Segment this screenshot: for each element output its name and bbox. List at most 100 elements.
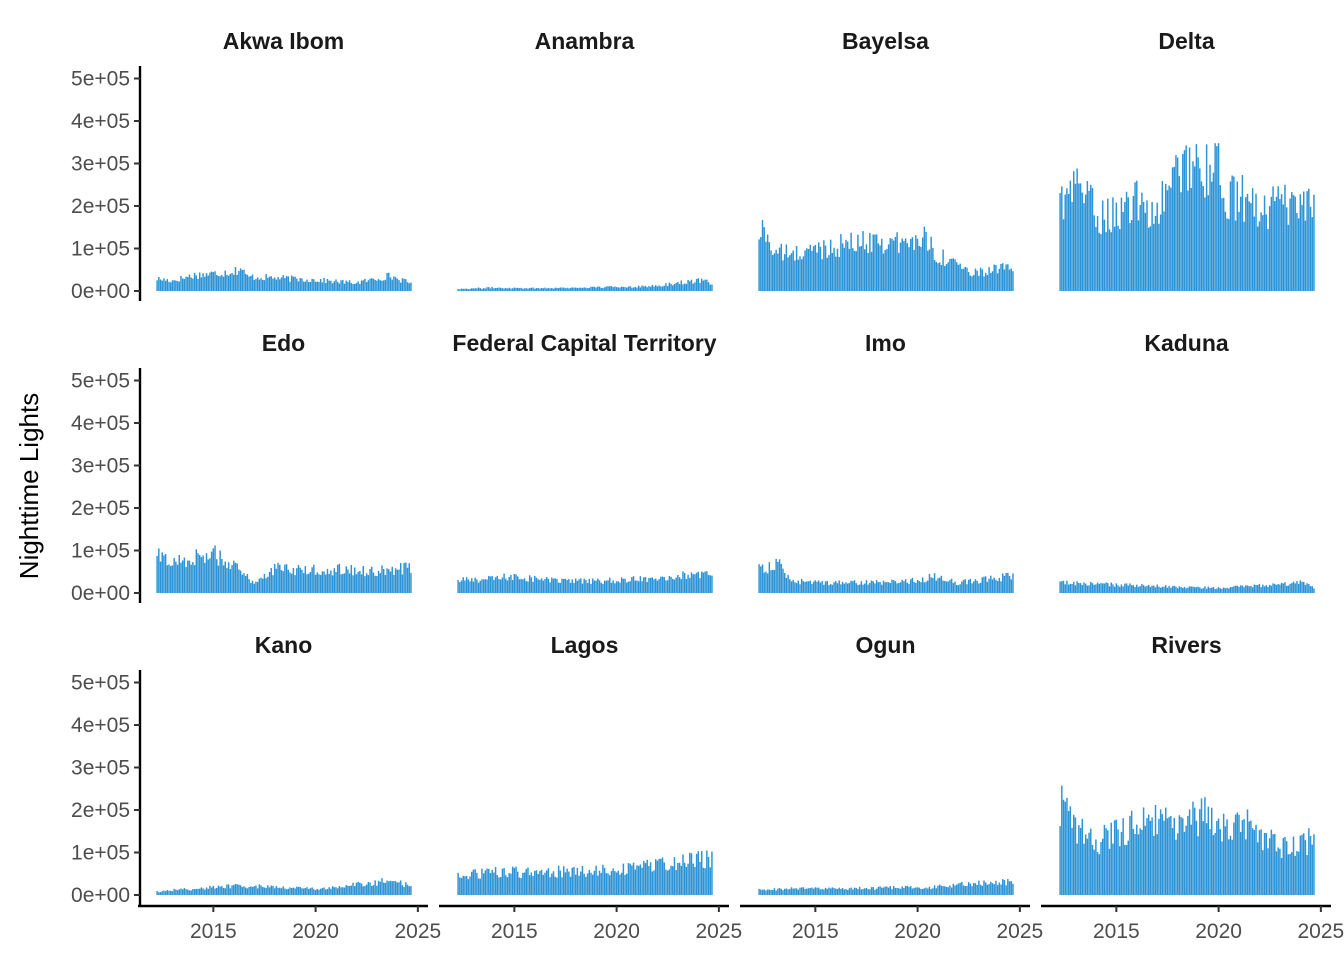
bar [672, 285, 674, 291]
bar [227, 884, 230, 895]
bar [219, 276, 221, 291]
bar [221, 886, 223, 895]
bar [197, 278, 199, 291]
facet-title: Lagos [551, 632, 619, 658]
bar [505, 287, 507, 291]
bar [978, 583, 980, 593]
bar [617, 870, 619, 895]
bar [1238, 211, 1240, 291]
bar [559, 582, 562, 593]
bar [1083, 843, 1085, 895]
bar [993, 264, 995, 291]
bar [1069, 583, 1072, 593]
bar [658, 579, 660, 593]
bar [1274, 583, 1276, 593]
bar [163, 890, 165, 895]
bar [554, 287, 556, 291]
bar [403, 886, 405, 895]
bar [175, 561, 177, 593]
bar [1003, 269, 1006, 291]
bar [846, 890, 849, 895]
bar [687, 863, 689, 895]
bar [314, 890, 317, 895]
bar [918, 581, 920, 593]
bar [491, 869, 493, 895]
bar [1170, 815, 1172, 895]
bar [760, 889, 762, 895]
bar [867, 584, 869, 593]
bar [806, 248, 808, 291]
bar [1173, 166, 1175, 291]
bar [479, 288, 481, 291]
bar [1103, 824, 1106, 895]
bar [1199, 168, 1201, 291]
bar [282, 571, 284, 593]
bar [277, 887, 279, 895]
bar [1166, 818, 1169, 895]
bar [342, 573, 344, 593]
bar [236, 274, 238, 291]
bar [542, 288, 545, 291]
bar [935, 261, 938, 291]
bar [1153, 835, 1155, 895]
bar [707, 282, 710, 291]
bar [1294, 196, 1296, 291]
bar [362, 886, 364, 895]
bar [325, 889, 327, 895]
bar [460, 288, 463, 291]
bar [831, 584, 834, 593]
bar [884, 886, 886, 895]
bar [547, 578, 550, 593]
bar [396, 882, 399, 895]
bar [581, 865, 584, 895]
bar [549, 877, 551, 895]
bar [578, 579, 580, 593]
bar [1243, 221, 1245, 291]
bar [164, 280, 167, 291]
bar [1005, 885, 1007, 895]
bar [819, 246, 822, 291]
facet-federal-capital-territory: Federal Capital Territory [452, 330, 717, 593]
bar [318, 574, 320, 593]
bar [758, 239, 760, 291]
bar [299, 886, 301, 895]
bar [775, 249, 777, 291]
bar [1226, 587, 1228, 593]
bar [547, 868, 550, 895]
bar [307, 889, 310, 895]
bar [794, 260, 796, 291]
bar [908, 247, 910, 291]
bar [974, 579, 977, 593]
bar [940, 885, 943, 895]
bar [342, 279, 344, 291]
bar [214, 271, 216, 291]
bar [855, 251, 857, 291]
bar [797, 580, 800, 593]
facet-imo: Imo [758, 330, 1014, 593]
bar [557, 288, 560, 291]
bar [1165, 585, 1167, 593]
bar [641, 285, 643, 291]
bar [908, 886, 910, 895]
bar [391, 881, 393, 895]
bar [631, 287, 633, 291]
bar [517, 287, 519, 291]
bar [690, 853, 693, 895]
bar [626, 873, 628, 895]
bar [1280, 194, 1283, 291]
bar [571, 579, 573, 593]
bar [319, 888, 322, 895]
bar [503, 868, 505, 895]
bar [484, 579, 487, 593]
bar [1246, 585, 1249, 593]
bar [1153, 585, 1155, 593]
bar [549, 582, 551, 593]
bar [284, 888, 286, 895]
bar [787, 257, 789, 291]
bar [1236, 585, 1239, 593]
bar [889, 886, 892, 895]
bar [770, 570, 772, 593]
bar [159, 892, 162, 895]
bar [1285, 585, 1288, 593]
bar [700, 851, 703, 895]
